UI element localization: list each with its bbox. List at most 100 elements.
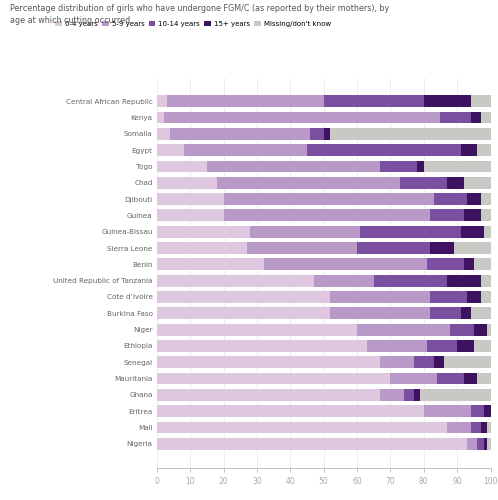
Bar bbox=[361, 226, 461, 237]
Bar bbox=[477, 372, 491, 384]
Bar bbox=[157, 95, 167, 107]
Bar bbox=[487, 438, 491, 450]
Bar bbox=[157, 160, 207, 172]
Bar bbox=[424, 406, 471, 417]
Bar bbox=[464, 177, 491, 188]
Bar bbox=[157, 308, 330, 319]
Bar bbox=[157, 144, 184, 156]
Bar bbox=[157, 226, 250, 237]
Bar bbox=[157, 193, 224, 205]
Legend: 0-4 years, 5-9 years, 10-14 years, 15+ years, Missing/don't know: 0-4 years, 5-9 years, 10-14 years, 15+ y… bbox=[55, 20, 331, 26]
Bar bbox=[404, 389, 414, 401]
Bar bbox=[157, 242, 247, 254]
Bar bbox=[157, 275, 314, 286]
Bar bbox=[263, 258, 427, 270]
Bar bbox=[250, 226, 361, 237]
Bar bbox=[487, 422, 491, 434]
Bar bbox=[224, 193, 434, 205]
Bar bbox=[484, 226, 491, 237]
Bar bbox=[461, 308, 471, 319]
Bar bbox=[430, 291, 467, 303]
Bar bbox=[430, 242, 454, 254]
Bar bbox=[471, 406, 484, 417]
Bar bbox=[157, 372, 390, 384]
Bar bbox=[310, 128, 324, 140]
Bar bbox=[314, 275, 374, 286]
Bar bbox=[481, 210, 491, 221]
Bar bbox=[447, 177, 464, 188]
Bar bbox=[430, 308, 461, 319]
Bar bbox=[467, 193, 481, 205]
Bar bbox=[247, 242, 357, 254]
Bar bbox=[440, 112, 471, 124]
Bar bbox=[157, 258, 263, 270]
Bar bbox=[471, 112, 481, 124]
Bar bbox=[324, 95, 424, 107]
Bar bbox=[471, 308, 491, 319]
Bar bbox=[487, 324, 491, 336]
Bar bbox=[471, 95, 491, 107]
Bar bbox=[157, 340, 367, 352]
Bar bbox=[417, 160, 424, 172]
Bar bbox=[474, 324, 487, 336]
Bar bbox=[451, 324, 474, 336]
Bar bbox=[477, 144, 491, 156]
Bar bbox=[157, 112, 163, 124]
Bar bbox=[434, 356, 444, 368]
Bar bbox=[457, 340, 474, 352]
Bar bbox=[424, 95, 471, 107]
Bar bbox=[461, 226, 484, 237]
Bar bbox=[184, 144, 307, 156]
Bar bbox=[330, 291, 430, 303]
Bar bbox=[481, 193, 491, 205]
Bar bbox=[330, 308, 430, 319]
Bar bbox=[224, 210, 430, 221]
Bar bbox=[170, 128, 310, 140]
Bar bbox=[444, 356, 491, 368]
Bar bbox=[414, 356, 434, 368]
Bar bbox=[481, 275, 491, 286]
Bar bbox=[454, 242, 491, 254]
Bar bbox=[464, 210, 481, 221]
Bar bbox=[437, 372, 464, 384]
Bar bbox=[380, 160, 417, 172]
Bar bbox=[157, 177, 217, 188]
Bar bbox=[467, 438, 477, 450]
Bar bbox=[461, 144, 477, 156]
Bar bbox=[481, 422, 487, 434]
Bar bbox=[217, 177, 400, 188]
Bar bbox=[390, 372, 437, 384]
Bar bbox=[474, 340, 491, 352]
Bar bbox=[380, 356, 414, 368]
Bar bbox=[157, 438, 467, 450]
Bar bbox=[481, 112, 491, 124]
Bar bbox=[430, 210, 464, 221]
Bar bbox=[427, 340, 457, 352]
Bar bbox=[374, 275, 447, 286]
Bar bbox=[477, 438, 484, 450]
Bar bbox=[380, 389, 404, 401]
Bar bbox=[467, 291, 481, 303]
Bar bbox=[307, 144, 461, 156]
Bar bbox=[420, 389, 491, 401]
Bar bbox=[481, 291, 491, 303]
Bar bbox=[157, 406, 424, 417]
Bar bbox=[474, 258, 491, 270]
Bar bbox=[324, 128, 330, 140]
Bar bbox=[157, 356, 380, 368]
Bar bbox=[157, 324, 357, 336]
Bar bbox=[484, 438, 487, 450]
Text: Percentage distribution of girls who have undergone FGM/C (as reported by their : Percentage distribution of girls who hav… bbox=[10, 4, 389, 25]
Bar bbox=[207, 160, 380, 172]
Bar bbox=[157, 128, 170, 140]
Bar bbox=[157, 422, 447, 434]
Bar bbox=[400, 177, 447, 188]
Bar bbox=[157, 210, 224, 221]
Bar bbox=[434, 193, 467, 205]
Bar bbox=[471, 422, 481, 434]
Bar bbox=[157, 389, 380, 401]
Bar bbox=[447, 275, 481, 286]
Bar bbox=[484, 406, 491, 417]
Bar bbox=[367, 340, 427, 352]
Bar bbox=[357, 242, 430, 254]
